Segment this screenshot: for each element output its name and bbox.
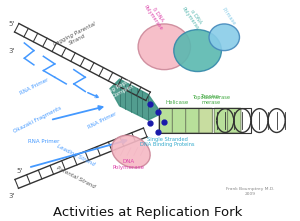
Text: α DNA
Polymerase: α DNA Polymerase: [181, 3, 207, 33]
Text: 5': 5': [16, 168, 23, 173]
Text: Primase: Primase: [221, 7, 237, 26]
Text: Frank Bournptrey M.D.
2009: Frank Bournptrey M.D. 2009: [226, 187, 274, 196]
Text: 5': 5': [9, 21, 15, 27]
Ellipse shape: [209, 24, 239, 51]
Text: Leading Strand: Leading Strand: [56, 144, 95, 167]
Text: Activities at Replication Fork: Activities at Replication Fork: [53, 206, 243, 219]
Text: Lagging Replication
Complex: Lagging Replication Complex: [95, 71, 148, 106]
Text: RNA Primer: RNA Primer: [87, 111, 118, 130]
Text: Lagging Parental
Strand: Lagging Parental Strand: [52, 22, 99, 53]
Text: 3': 3': [9, 193, 15, 199]
FancyBboxPatch shape: [214, 108, 228, 133]
Ellipse shape: [138, 24, 190, 70]
FancyBboxPatch shape: [186, 108, 199, 133]
Polygon shape: [110, 79, 161, 120]
Text: Topoiso-
merase: Topoiso- merase: [200, 94, 221, 105]
Ellipse shape: [112, 135, 150, 168]
Text: DNA
Polymerase: DNA Polymerase: [112, 159, 144, 170]
FancyBboxPatch shape: [228, 108, 241, 133]
FancyBboxPatch shape: [172, 108, 186, 133]
FancyBboxPatch shape: [199, 108, 212, 133]
Ellipse shape: [174, 30, 221, 72]
Text: Parental Strand: Parental Strand: [56, 165, 96, 189]
Text: Helicase: Helicase: [165, 99, 188, 105]
Text: RNA Primer: RNA Primer: [19, 77, 49, 96]
Text: 3': 3': [9, 48, 15, 54]
Text: Single Stranded
DNA Binding Proteins: Single Stranded DNA Binding Proteins: [140, 137, 194, 147]
FancyBboxPatch shape: [159, 108, 172, 133]
Text: Topoisomerase: Topoisomerase: [192, 95, 230, 100]
Text: Okazaki Fragments: Okazaki Fragments: [13, 106, 62, 134]
Text: δ DNA
Polymerase: δ DNA Polymerase: [143, 1, 169, 32]
Text: RNA Primer: RNA Primer: [28, 139, 59, 145]
